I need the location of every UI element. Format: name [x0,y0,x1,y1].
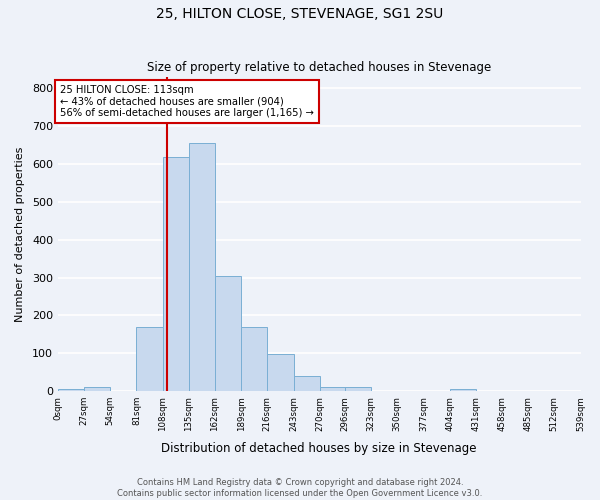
Y-axis label: Number of detached properties: Number of detached properties [15,146,25,322]
Bar [293,376,320,391]
Bar [241,327,268,391]
Bar [268,354,293,391]
Bar [136,327,163,391]
Text: Contains HM Land Registry data © Crown copyright and database right 2024.
Contai: Contains HM Land Registry data © Crown c… [118,478,482,498]
Text: 25 HILTON CLOSE: 113sqm
← 43% of detached houses are smaller (904)
56% of semi-d: 25 HILTON CLOSE: 113sqm ← 43% of detache… [60,84,314,118]
Bar [345,388,371,391]
Bar [215,276,241,391]
Bar [449,390,476,391]
Text: 25, HILTON CLOSE, STEVENAGE, SG1 2SU: 25, HILTON CLOSE, STEVENAGE, SG1 2SU [157,8,443,22]
Bar [58,390,84,391]
Bar [320,386,346,391]
Bar [189,144,215,391]
Title: Size of property relative to detached houses in Stevenage: Size of property relative to detached ho… [147,62,491,74]
Bar [84,386,110,391]
Bar [163,156,189,391]
X-axis label: Distribution of detached houses by size in Stevenage: Distribution of detached houses by size … [161,442,477,455]
